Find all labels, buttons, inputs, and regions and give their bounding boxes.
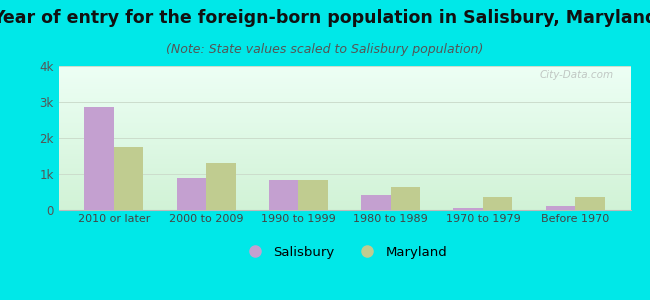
- Bar: [269, 180, 298, 210]
- Bar: [483, 197, 512, 210]
- Text: City-Data.com: City-Data.com: [540, 70, 614, 80]
- Bar: [575, 197, 604, 210]
- Bar: [391, 187, 420, 210]
- Text: Year of entry for the foreign-born population in Salisbury, Maryland: Year of entry for the foreign-born popul…: [0, 9, 650, 27]
- Bar: [361, 195, 391, 210]
- Bar: [545, 206, 575, 210]
- Bar: [206, 163, 236, 210]
- Legend: Salisbury, Maryland: Salisbury, Maryland: [236, 240, 453, 264]
- Bar: [84, 107, 114, 210]
- Bar: [298, 181, 328, 210]
- Bar: [114, 147, 144, 210]
- Bar: [177, 178, 206, 210]
- Bar: [453, 208, 483, 210]
- Text: (Note: State values scaled to Salisbury population): (Note: State values scaled to Salisbury …: [166, 44, 484, 56]
